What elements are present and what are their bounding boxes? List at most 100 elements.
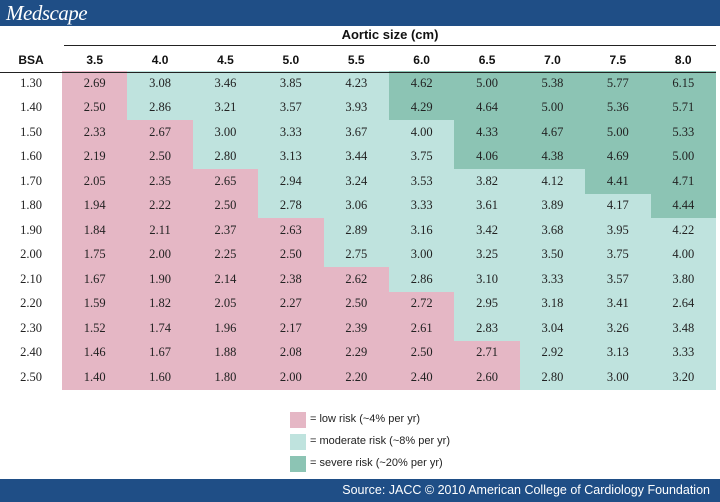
table-row: 1.70 2.05 2.35 2.65 2.94 3.24 3.53 3.82 4.12 4.41…: [0, 169, 716, 194]
value-cell: 3.61: [454, 193, 520, 218]
table-row: 1.50 2.33 2.67 3.00 3.33 3.67 4.00 4.33 4.67 5.00…: [0, 120, 716, 145]
value-cell: 3.46: [192, 71, 259, 96]
value-cell: 2.80: [519, 365, 586, 390]
value-cell: 3.68: [519, 218, 586, 243]
value-cell: 3.80: [650, 267, 716, 292]
column-header: 7.5: [609, 52, 627, 67]
value-cell: 3.33: [519, 267, 586, 292]
value-cell: 2.92: [519, 340, 586, 365]
value-cell: 4.71: [650, 169, 716, 194]
value-cell: 2.14: [192, 267, 259, 292]
value-cell: 2.40: [388, 365, 455, 390]
value-cell: 3.33: [650, 340, 716, 365]
value-cell: 1.96: [192, 316, 259, 341]
value-cell: 2.33: [62, 120, 128, 145]
value-cell: 2.62: [323, 267, 389, 292]
value-cell: 3.53: [388, 169, 455, 194]
table-row: 1.90 1.84 2.11 2.37 2.63 2.89 3.16 3.42 3.68 3.95…: [0, 218, 716, 243]
value-cell: 2.08: [258, 340, 324, 365]
severe-risk-swatch: [290, 456, 306, 472]
table-row: 1.40 2.50 2.86 3.21 3.57 3.93 4.29 4.64 5.00 5.36…: [0, 95, 716, 120]
table-row: 2.30 1.52 1.74 1.96 2.17 2.39 2.61 2.83 3.04 3.26…: [0, 316, 716, 341]
value-cell: 3.75: [585, 242, 651, 267]
value-cell: 1.52: [62, 316, 128, 341]
value-cell: 2.11: [127, 218, 193, 243]
value-cell: 1.74: [127, 316, 193, 341]
value-cell: 1.40: [62, 365, 128, 390]
value-cell: 2.71: [454, 340, 520, 365]
value-cell: 2.39: [323, 316, 389, 341]
table-title: Aortic size (cm): [341, 27, 439, 42]
value-cell: 1.94: [62, 193, 128, 218]
column-header: 4.0: [151, 52, 169, 67]
value-cell: 1.59: [62, 291, 128, 316]
value-cell: 4.67: [519, 120, 586, 145]
header-rule: [0, 72, 716, 73]
column-header: 5.5: [347, 52, 365, 67]
value-cell: 3.13: [585, 340, 651, 365]
value-cell: 3.42: [454, 218, 520, 243]
value-cell: 2.50: [192, 193, 259, 218]
value-cell: 4.69: [585, 144, 651, 169]
value-cell: 3.33: [388, 193, 455, 218]
footer-bar: Source: JACC © 2010 American College of …: [0, 479, 720, 502]
legend-low-label: = low risk (~4% per yr): [310, 413, 421, 425]
value-cell: 2.27: [258, 291, 324, 316]
value-cell: 3.85: [258, 71, 324, 96]
source-credit: Source: JACC © 2010 American College of …: [342, 483, 710, 497]
column-header: 7.0: [544, 52, 561, 67]
value-cell: 1.67: [127, 340, 193, 365]
value-cell: 1.46: [62, 340, 128, 365]
medscape-logo: Medscape: [6, 1, 88, 25]
bsa-cell: 1.70: [20, 173, 42, 188]
value-cell: 2.61: [388, 316, 455, 341]
value-cell: 4.00: [650, 242, 716, 267]
value-cell: 2.64: [650, 291, 716, 316]
value-cell: 3.57: [258, 95, 324, 120]
value-cell: 2.17: [258, 316, 324, 341]
value-cell: 3.50: [519, 242, 586, 267]
value-cell: 2.94: [258, 169, 324, 194]
value-cell: 1.75: [62, 242, 128, 267]
value-cell: 3.13: [258, 144, 324, 169]
column-header: 6.0: [413, 52, 430, 67]
value-cell: 3.44: [323, 144, 389, 169]
value-cell: 4.29: [388, 95, 455, 120]
value-cell: 3.24: [323, 169, 389, 194]
bsa-cell: 1.60: [20, 149, 42, 164]
value-cell: 5.00: [650, 144, 716, 169]
value-cell: 2.72: [388, 291, 455, 316]
value-cell: 4.62: [388, 71, 455, 96]
value-cell: 5.33: [650, 120, 716, 145]
value-cell: 2.00: [127, 242, 193, 267]
value-cell: 3.67: [323, 120, 389, 145]
value-cell: 3.10: [454, 267, 520, 292]
bsa-cell: 1.50: [20, 124, 42, 139]
value-cell: 3.26: [585, 316, 651, 341]
value-cell: 1.67: [62, 267, 128, 292]
value-cell: 2.86: [388, 267, 455, 292]
value-cell: 3.21: [192, 95, 259, 120]
value-cell: 1.80: [192, 365, 259, 390]
bsa-cell: 2.40: [20, 345, 42, 360]
value-cell: 2.20: [323, 365, 389, 390]
value-cell: 2.29: [323, 340, 389, 365]
value-cell: 3.48: [650, 316, 716, 341]
value-cell: 2.63: [258, 218, 324, 243]
value-cell: 2.75: [323, 242, 389, 267]
value-cell: 3.04: [519, 316, 586, 341]
bsa-cell: 2.00: [20, 247, 42, 262]
table-row: 2.50 1.40 1.60 1.80 2.00 2.20 2.40 2.60 2.80 3.00…: [0, 365, 716, 390]
bsa-cell: 2.10: [20, 271, 42, 286]
value-cell: 3.00: [192, 120, 259, 145]
column-header: 4.5: [217, 52, 234, 67]
value-cell: 2.65: [192, 169, 259, 194]
value-cell: 2.86: [127, 95, 193, 120]
bsa-cell: 2.20: [20, 296, 42, 311]
value-cell: 2.69: [62, 71, 128, 96]
value-cell: 3.00: [388, 242, 455, 267]
table-row: 1.30 2.69 3.08 3.46 3.85 4.23 4.62 5.00 5.38 5.77…: [0, 71, 716, 96]
bsa-cell: 2.30: [20, 320, 42, 335]
table-body: 1.30 2.69 3.08 3.46 3.85 4.23 4.62 5.00 5.38 5.77…: [0, 71, 716, 390]
value-cell: 2.50: [258, 242, 324, 267]
